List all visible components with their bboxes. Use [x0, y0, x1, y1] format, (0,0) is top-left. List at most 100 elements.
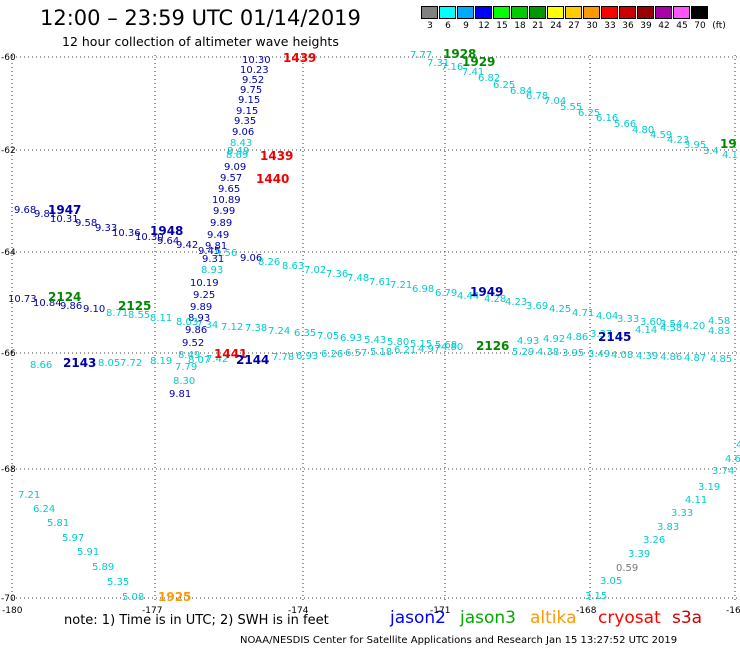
wave-height-label: 8.43 — [230, 138, 252, 149]
wave-height-label: 9.31 — [202, 254, 224, 265]
color-bin-label: 12 — [478, 21, 490, 31]
wave-height-label: 10.23 — [240, 65, 269, 76]
color-bin — [583, 6, 600, 19]
wave-height-label: 4.04 — [596, 311, 618, 322]
wave-height-label: 6.93 — [296, 351, 318, 362]
wave-height-label: 9.33 — [95, 223, 117, 234]
satellite-s3a: s3a — [672, 608, 703, 628]
wave-height-label: 9.09 — [224, 162, 246, 173]
pass-time-label: 2124 — [48, 290, 81, 304]
wave-height-label: 9.35 — [234, 116, 256, 127]
color-bin — [511, 6, 528, 19]
wave-height-label: 7.02 — [304, 265, 326, 276]
latitude-label: -60 — [1, 53, 16, 63]
color-bin-label: 42 — [658, 21, 670, 31]
wave-height-label: 4.44 — [457, 291, 479, 302]
wave-height-label: 5.68 — [435, 340, 457, 351]
pass-time-label: 1440 — [256, 172, 289, 186]
wave-height-label: 4.20 — [683, 321, 705, 332]
wave-height-label: 8.63 — [282, 261, 304, 272]
pass-time-label: 2145 — [598, 330, 631, 344]
color-bin-label: 39 — [640, 21, 652, 31]
color-bin-label: 15 — [496, 21, 508, 31]
color-bin — [493, 6, 510, 19]
wave-height-label: 9.81 — [169, 389, 191, 400]
wave-height-label: 8.49 — [178, 350, 200, 361]
wave-height-label: 7.42 — [206, 354, 228, 365]
wave-height-label: 10.31 — [50, 214, 79, 225]
wave-height-label: 9.81 — [34, 209, 56, 220]
wave-height-label: 6.26 — [321, 349, 343, 360]
wave-height-label: 6.57 — [345, 348, 367, 359]
color-scale-unit: (ft) — [712, 21, 726, 31]
wave-height-label: 9.15 — [236, 106, 258, 117]
color-bin — [421, 6, 438, 19]
axis-labels: -180 -177 -174 -171 -168 -16 -60 -62 -64 -66 -68 -7… — [1, 53, 740, 616]
color-bin — [529, 6, 546, 19]
wave-height-label: 10.89 — [212, 195, 241, 206]
wave-height-label: 8.71 — [106, 308, 128, 319]
longitude-label: -171 — [430, 606, 450, 616]
wave-height-label: 7.61 — [369, 277, 391, 288]
satellite-altika: altika — [530, 608, 577, 628]
color-bin-label: 70 — [694, 21, 706, 31]
color-bin — [439, 6, 456, 19]
wave-height-label: 4.83 — [708, 326, 730, 337]
wave-height-label: 3.4 — [703, 146, 719, 157]
wave-height-label: 3.74 — [712, 466, 734, 477]
wave-height-label: 10.19 — [190, 278, 219, 289]
wave-height-label: 5.66 — [614, 119, 636, 130]
wave-height-label: 6.82 — [478, 73, 500, 84]
wave-height-label: 4.39 — [636, 351, 658, 362]
wave-height-label: 4.97 — [418, 344, 440, 355]
wave-height-label: 6.79 — [435, 288, 457, 299]
wave-height-label: 6.24 — [33, 504, 55, 515]
wave-height-label: 7.05 — [317, 331, 339, 342]
wave-height-label: 9.06 — [240, 253, 262, 264]
wave-height-label: 8.30 — [173, 376, 195, 387]
wave-height-label: 3.05 — [600, 576, 622, 587]
pass-time-label: 1439 — [260, 149, 293, 163]
pass-time-label: 1948 — [150, 224, 183, 238]
color-bin — [673, 6, 690, 19]
pass-time-label: 1949 — [470, 285, 503, 299]
wave-height-label: 5.91 — [77, 547, 99, 558]
pass-time-label: 1439 — [283, 51, 316, 65]
wave-height-label: 9.15 — [238, 95, 260, 106]
satellite-jason2: jason2 — [390, 608, 446, 628]
longitude-label: -180 — [2, 606, 23, 616]
color-bin — [691, 6, 708, 19]
wave-height-label: 7.24 — [268, 326, 290, 337]
wave-height-label: 3.15 — [585, 591, 607, 602]
wave-height-label: 9.42 — [176, 240, 198, 251]
color-bin — [619, 6, 636, 19]
color-bin-label: 27 — [568, 21, 580, 31]
satellite-jason3: jason3 — [460, 608, 516, 628]
wave-height-label: 4.23 — [667, 135, 689, 146]
color-bin — [637, 6, 654, 19]
longitude-label: -168 — [576, 606, 597, 616]
wave-height-label: 4.38 — [537, 347, 559, 358]
wave-height-label: 10.73 — [8, 294, 37, 305]
wave-height-label: 9.57 — [220, 173, 242, 184]
wave-height-label: 7.38 — [245, 323, 267, 334]
wave-height-label: 9.86 — [60, 301, 82, 312]
wave-height-label: 4.59 — [650, 130, 672, 141]
wave-height-label: 6.84 — [510, 86, 532, 97]
wave-height-label: 8.66 — [30, 360, 52, 371]
wave-height-label: 6.93 — [340, 333, 362, 344]
wave-height-label: 7.79 — [175, 362, 197, 373]
map-subtitle: 12 hour collection of altimeter wave hei… — [62, 34, 339, 49]
latitude-label: -70 — [1, 594, 16, 604]
wave-height-label: 5.55 — [560, 102, 582, 113]
wave-height-label: 5.29 — [512, 347, 534, 358]
wave-height-label: 8.07 — [188, 355, 210, 366]
wave-height-label: 6.25 — [578, 108, 600, 119]
wave-height-label: 3.39 — [628, 549, 650, 560]
wave-height-label: 8.11 — [150, 313, 172, 324]
wave-height-values: 10.3010.239.529.759.159.159.359.068.438.… — [8, 50, 740, 603]
color-bin-label: 30 — [586, 21, 598, 31]
longitude-label: -16 — [726, 606, 740, 616]
wave-height-label: 9.65 — [218, 184, 240, 195]
color-bin-label: 9 — [463, 21, 469, 31]
